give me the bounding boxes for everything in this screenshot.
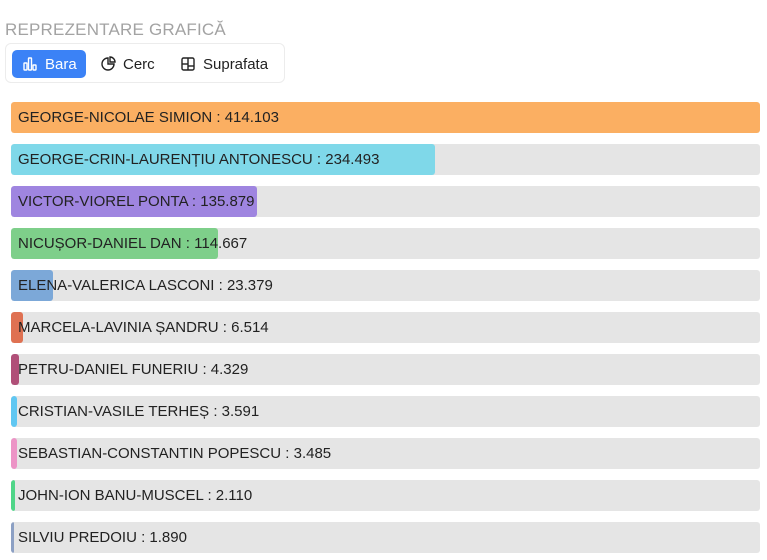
treemap-icon xyxy=(181,57,195,71)
bar-label: NICUȘOR-DANIEL DAN : 114.667 xyxy=(18,235,248,252)
bar-label: JOHN-ION BANU-MUSCEL : 2.110 xyxy=(18,487,253,504)
bar-label: ELENA-VALERICA LASCONI : 23.379 xyxy=(18,277,273,294)
tab-cerc[interactable]: Cerc xyxy=(96,50,166,78)
bar xyxy=(11,186,257,217)
section-title: REPREZENTARE GRAFICĂ xyxy=(5,20,226,39)
bar-row[interactable]: SEBASTIAN-CONSTANTIN POPESCU : 3.485 xyxy=(11,438,760,469)
bar-row[interactable]: SILVIU PREDOIU : 1.890 xyxy=(11,522,760,553)
bar-row[interactable]: JOHN-ION BANU-MUSCEL : 2.110 xyxy=(11,480,760,511)
bar-label: MARCELA-LAVINIA ȘANDRU : 6.514 xyxy=(18,319,269,336)
bar-row[interactable]: PETRU-DANIEL FUNERIU : 4.329 xyxy=(11,354,760,385)
bar-chart-icon xyxy=(23,57,37,71)
bar-row[interactable]: NICUȘOR-DANIEL DAN : 114.667 xyxy=(11,228,760,259)
chart-type-tabs: Bara Cerc Suprafata xyxy=(5,43,285,83)
bar-label: SILVIU PREDOIU : 1.890 xyxy=(18,529,187,546)
bar-row[interactable]: CRISTIAN-VASILE TERHEȘ : 3.591 xyxy=(11,396,760,427)
pie-chart-icon xyxy=(101,56,116,71)
bar xyxy=(11,270,54,301)
bar-row[interactable]: MARCELA-LAVINIA ȘANDRU : 6.514 xyxy=(11,312,760,343)
bar-label: VICTOR-VIOREL PONTA : 135.879 xyxy=(18,193,255,210)
tab-suprafata[interactable]: Suprafata xyxy=(176,50,276,78)
bar-label: PETRU-DANIEL FUNERIU : 4.329 xyxy=(18,361,249,378)
tab-suprafata-label: Suprafata xyxy=(203,55,269,73)
bar-label: SEBASTIAN-CONSTANTIN POPESCU : 3.485 xyxy=(18,445,332,462)
bar xyxy=(11,438,18,469)
bar xyxy=(11,396,18,427)
bar-label: GEORGE-NICOLAE SIMION : 414.103 xyxy=(18,109,279,126)
bar xyxy=(11,522,15,553)
tab-bara-label: Bara xyxy=(45,55,77,73)
bar-row[interactable]: VICTOR-VIOREL PONTA : 135.879 xyxy=(11,186,760,217)
bar xyxy=(11,144,436,175)
bar-row[interactable]: GEORGE-CRIN-LAURENȚIU ANTONESCU : 234.49… xyxy=(11,144,760,175)
bar xyxy=(11,102,760,133)
tab-bara[interactable]: Bara xyxy=(12,50,86,78)
bar xyxy=(11,354,19,385)
bar xyxy=(11,228,219,259)
bar-label: GEORGE-CRIN-LAURENȚIU ANTONESCU : 234.49… xyxy=(18,151,380,168)
bar-label: CRISTIAN-VASILE TERHEȘ : 3.591 xyxy=(18,403,260,420)
bar-row[interactable]: ELENA-VALERICA LASCONI : 23.379 xyxy=(11,270,760,301)
bar-row[interactable]: GEORGE-NICOLAE SIMION : 414.103 xyxy=(11,102,760,133)
bar xyxy=(11,480,15,511)
tab-cerc-label: Cerc xyxy=(123,55,155,73)
bar xyxy=(11,312,23,343)
